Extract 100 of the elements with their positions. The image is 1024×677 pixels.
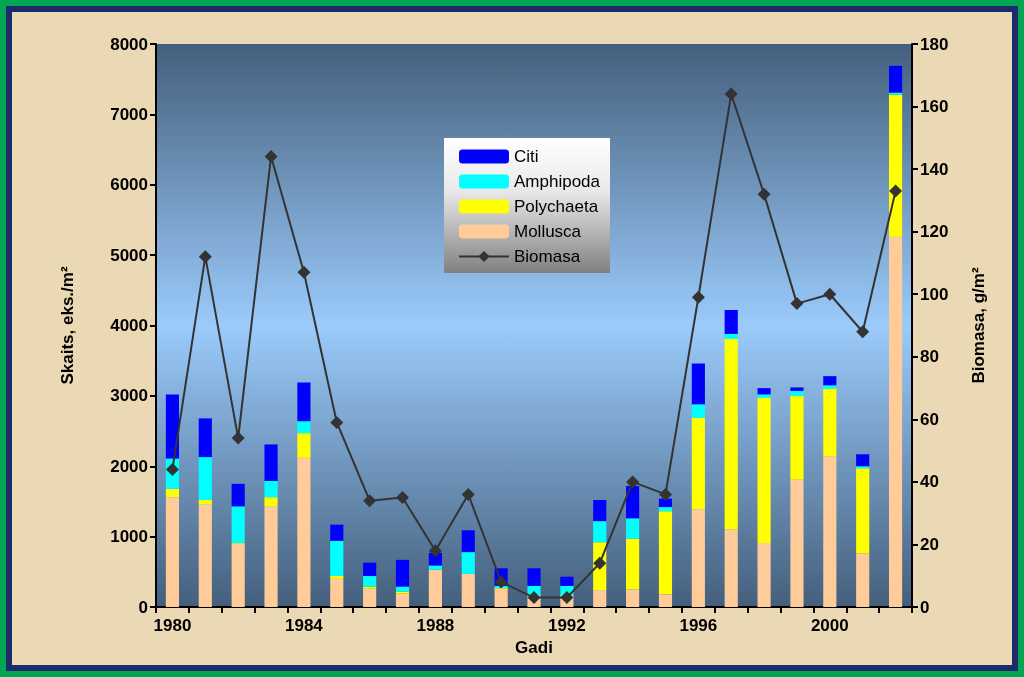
bar <box>198 500 212 505</box>
y-tick-label: 2000 <box>110 456 148 476</box>
x-tick-label: 1992 <box>547 616 586 635</box>
bar <box>757 388 771 395</box>
bar <box>198 504 212 607</box>
bar <box>593 521 607 543</box>
bar <box>264 444 278 482</box>
y2-tick-label: 140 <box>920 159 949 179</box>
point <box>396 491 410 505</box>
bar <box>264 506 278 607</box>
y2-tick-label: 160 <box>920 97 949 117</box>
point <box>428 544 442 558</box>
point <box>527 591 541 605</box>
point <box>856 325 870 339</box>
bar <box>198 457 212 501</box>
bar <box>888 94 903 237</box>
legend-label: Biomasa <box>514 247 581 266</box>
bar <box>461 530 475 553</box>
bar <box>461 552 475 574</box>
bar <box>165 488 180 498</box>
point <box>198 250 212 264</box>
point <box>724 87 738 101</box>
bar <box>363 562 377 577</box>
bar <box>395 559 410 587</box>
bar <box>856 468 870 554</box>
y2-tick-label: 40 <box>920 472 939 492</box>
bar <box>626 485 640 519</box>
bar <box>823 388 837 457</box>
bar <box>297 433 311 458</box>
bar <box>198 418 212 458</box>
point <box>231 431 245 445</box>
bar <box>724 310 738 334</box>
bar <box>231 483 245 507</box>
bar <box>231 543 245 607</box>
point <box>461 487 475 501</box>
y-axis-title: Skaits, eks./m² <box>58 266 77 385</box>
bar <box>363 576 377 587</box>
bar <box>527 568 541 586</box>
bar <box>395 591 410 594</box>
bar <box>823 385 837 389</box>
bar <box>395 586 410 592</box>
bar <box>856 454 870 467</box>
bar <box>790 479 804 607</box>
y-tick-label: 7000 <box>110 104 148 124</box>
y2-tick-label: 60 <box>920 409 939 429</box>
point <box>889 184 903 198</box>
y-tick-label: 0 <box>138 597 148 617</box>
bar <box>264 497 278 507</box>
y2-tick-label: 180 <box>920 34 949 54</box>
bar <box>461 573 475 607</box>
bar <box>297 421 311 434</box>
point <box>757 187 771 201</box>
y-tick-label: 1000 <box>110 527 148 547</box>
bar <box>724 333 738 339</box>
bar <box>494 588 508 607</box>
legend-label: Citi <box>514 147 539 166</box>
bar <box>888 236 903 607</box>
x-tick-label: 1984 <box>285 616 324 635</box>
bar <box>626 518 640 539</box>
legend-label: Amphipoda <box>514 172 601 191</box>
legend-label: Mollusca <box>514 222 582 241</box>
point <box>297 265 311 279</box>
bar <box>790 390 804 396</box>
bar <box>330 578 344 607</box>
bar <box>330 576 344 579</box>
bar <box>823 376 837 386</box>
x-axis-title: Gadi <box>515 637 553 657</box>
y2-tick-label: 0 <box>920 597 930 617</box>
y2-axis-title: Biomasa, g/m² <box>969 267 988 384</box>
bar <box>626 538 640 590</box>
bar <box>790 395 804 480</box>
y-tick-label: 8000 <box>110 34 148 54</box>
bar <box>165 497 180 607</box>
bar <box>658 594 673 607</box>
point <box>691 290 705 304</box>
bar <box>658 498 673 508</box>
bar <box>823 456 837 607</box>
bar <box>363 588 377 607</box>
bar <box>757 397 771 543</box>
bar <box>330 524 344 541</box>
legend-label: Polychaeta <box>514 197 599 216</box>
point <box>790 297 804 311</box>
x-tick-label: 1996 <box>679 616 718 635</box>
bar <box>395 593 410 607</box>
bar <box>757 394 771 398</box>
bar <box>297 382 311 422</box>
bar <box>658 507 673 512</box>
bar <box>264 481 278 498</box>
bar <box>231 506 245 543</box>
x-tick-label: 2000 <box>810 616 849 635</box>
bar <box>363 586 377 589</box>
y2-tick-label: 120 <box>920 222 949 242</box>
bar <box>593 500 607 522</box>
point <box>494 575 508 589</box>
bar <box>856 553 870 607</box>
bar <box>757 542 771 607</box>
point <box>363 494 377 508</box>
bar <box>330 540 344 577</box>
bar <box>691 363 705 405</box>
bar <box>428 565 442 570</box>
